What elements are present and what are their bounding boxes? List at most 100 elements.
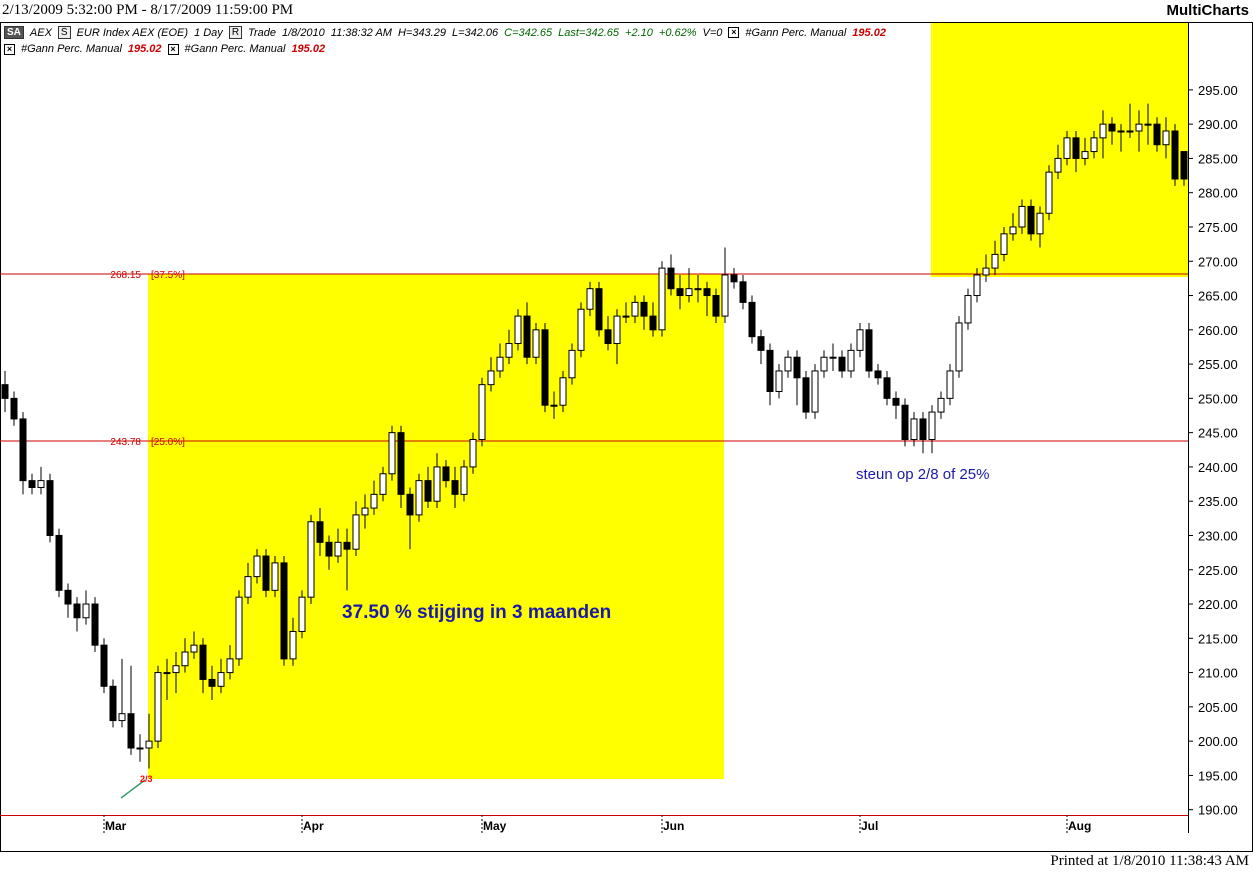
y-tick-label: 235.00: [1198, 494, 1238, 509]
y-tick-label: 195.00: [1198, 768, 1238, 783]
candle-body: [253, 555, 261, 578]
candle-body: [442, 466, 450, 482]
candle-body: [91, 603, 99, 646]
indicator-value: 195.02: [127, 43, 162, 55]
candle-body: [811, 370, 819, 413]
candle-body: [1063, 137, 1071, 159]
candle-body: [307, 521, 315, 598]
candle-body: [37, 480, 45, 488]
candle-body: [487, 370, 495, 386]
candle-body: [469, 438, 477, 468]
candle-body: [703, 288, 711, 297]
candle-body: [874, 370, 882, 379]
candle-body: [100, 644, 108, 687]
candle-body: [316, 521, 324, 543]
print-stamp: Printed at 1/8/2010 11:38:43 AM: [1050, 853, 1249, 869]
candle-body: [118, 713, 126, 722]
candle-body: [946, 370, 954, 399]
close-box[interactable]: ×: [167, 43, 179, 55]
y-tick-label: 290.00: [1198, 117, 1238, 132]
candle-body: [325, 541, 333, 557]
candle-body: [1018, 205, 1026, 228]
date-range: 2/13/2009 5:32:00 PM - 8/17/2009 11:59:0…: [2, 2, 294, 18]
y-tick-label: 245.00: [1198, 426, 1238, 441]
candle-body: [298, 596, 306, 632]
candle-body: [343, 541, 351, 550]
candle-body: [1180, 151, 1188, 180]
candle-body: [235, 596, 243, 660]
candle-body: [532, 329, 540, 358]
y-tick-label: 205.00: [1198, 700, 1238, 715]
x-tick-label: Apr: [303, 819, 324, 833]
candle-body: [145, 740, 153, 749]
candle-body: [1117, 130, 1125, 133]
level-value: 243.78: [110, 437, 141, 448]
candle-body: [172, 665, 180, 674]
candle-body: [451, 480, 459, 495]
interval: 1 Day: [194, 26, 223, 39]
candle-body: [982, 267, 990, 276]
s-button[interactable]: S: [57, 26, 71, 39]
close-box[interactable]: ×: [728, 27, 740, 38]
indicator-name: #Gann Perc. Manual: [184, 43, 286, 55]
candle-body: [262, 555, 270, 591]
gann-anchor: [120, 779, 146, 799]
symbol: AEX: [29, 26, 52, 39]
candle-body: [676, 288, 684, 297]
candle-body: [964, 295, 972, 324]
candle-body: [73, 603, 81, 619]
candle-body: [1153, 123, 1161, 146]
candle-body: [694, 288, 702, 291]
candle-body: [658, 267, 666, 331]
candle-body: [1045, 171, 1053, 214]
y-tick-label: 190.00: [1198, 803, 1238, 818]
candle-body: [1072, 137, 1080, 159]
candle-body: [244, 576, 252, 598]
candle-body: [352, 514, 360, 550]
high: H=343.29: [397, 26, 446, 39]
status-line: × #Gann Perc. Manual 195.02 × #Gann Perc…: [4, 43, 325, 55]
gann-zone: [148, 274, 724, 779]
candle-body: [739, 281, 747, 303]
candle-body: [1054, 157, 1062, 173]
candle-body: [937, 397, 945, 413]
last: Last=342.65: [558, 26, 620, 39]
r-button[interactable]: R: [228, 26, 243, 39]
y-tick-label: 225.00: [1198, 563, 1238, 578]
candle-body: [595, 288, 603, 331]
candle-body: [1081, 151, 1089, 159]
candle-body: [577, 308, 585, 351]
annotation: steun op 2/8 of 25%: [856, 466, 989, 483]
candle-body: [712, 295, 720, 317]
candle-body: [622, 315, 630, 318]
candle-body: [838, 356, 846, 372]
candle-body: [424, 480, 432, 502]
candle-body: [523, 315, 531, 358]
description: EUR Index AEX (EOE): [76, 26, 189, 39]
sa-button[interactable]: SA: [4, 26, 24, 39]
candle-body: [46, 480, 54, 536]
candle-body: [847, 349, 855, 372]
close-box[interactable]: ×: [4, 43, 15, 55]
candle-body: [127, 713, 135, 749]
x-tick-label: Aug: [1068, 819, 1091, 833]
candle-body: [289, 630, 297, 660]
y-tick-label: 270.00: [1198, 254, 1238, 269]
annotation: 2/3: [140, 774, 153, 784]
close: C=342.65: [504, 26, 553, 39]
candle-body: [1027, 205, 1035, 235]
candle-body: [163, 672, 171, 675]
candle-body: [388, 432, 396, 475]
candle-body: [1, 384, 9, 399]
candle-body: [379, 473, 387, 495]
candle-body: [433, 466, 441, 502]
y-tick-label: 255.00: [1198, 357, 1238, 372]
candle-body: [28, 480, 36, 488]
candle-body: [226, 658, 234, 674]
candle-body: [190, 644, 198, 653]
candle-body: [415, 480, 423, 516]
candle-body: [64, 589, 72, 605]
candle-body: [136, 747, 144, 750]
x-tick-label: Jul: [861, 819, 878, 833]
candle-body: [1171, 130, 1179, 180]
